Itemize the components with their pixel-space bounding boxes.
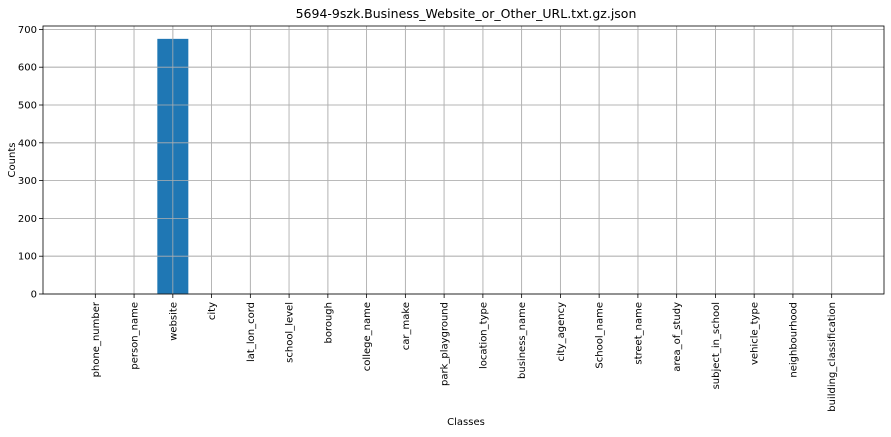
x-tick-label: vehicle_type xyxy=(750,302,761,365)
x-tick-label: subject_in_school xyxy=(711,302,722,389)
y-tick-label: 0 xyxy=(31,290,37,301)
y-axis-ticks: 0 100 200 300 400 500 600 700 xyxy=(18,25,43,301)
x-tick-label: business_name xyxy=(517,302,528,379)
plot-frame xyxy=(42,25,885,295)
x-tick-label: borough xyxy=(323,302,334,344)
x-tick-label: building_classification xyxy=(827,302,838,412)
x-tick-label: city xyxy=(207,302,218,320)
y-tick-label: 500 xyxy=(18,101,37,112)
x-tick-label: phone_number xyxy=(91,301,102,377)
y-tick-label: 200 xyxy=(18,214,37,225)
x-tick-label: website xyxy=(168,302,179,341)
x-tick-label: area_of_study xyxy=(672,302,683,372)
x-tick-label: School_name xyxy=(595,302,606,369)
x-tick-label: person_name xyxy=(130,302,141,370)
bars xyxy=(43,26,884,295)
x-tick-label: location_type xyxy=(478,302,489,369)
y-tick-label: 700 xyxy=(18,25,37,36)
x-tick-label: neighbourhood xyxy=(788,302,799,378)
x-tick-label: college_name xyxy=(362,302,373,371)
x-tick-label: park_playground xyxy=(440,302,451,386)
x-tick-label: lat_lon_cord xyxy=(246,302,257,362)
x-tick-label: street_name xyxy=(633,302,644,365)
axes xyxy=(42,25,885,295)
x-tick-label: school_level xyxy=(285,302,296,363)
y-tick-label: 400 xyxy=(18,138,37,149)
x-tick-label: city_agency xyxy=(556,302,567,362)
x-tick-label: car_make xyxy=(401,302,412,350)
x-axis-ticks: phone_number person_name website city lat_lo… xyxy=(91,294,838,412)
x-axis-label: Classes xyxy=(447,417,485,428)
chart-title: 5694-9szk.Business_Website_or_Other_URL.… xyxy=(296,6,637,21)
y-axis-label: Counts xyxy=(7,143,18,178)
y-tick-label: 600 xyxy=(18,63,37,74)
y-tick-label: 300 xyxy=(18,176,37,187)
y-tick-label: 100 xyxy=(18,252,37,263)
